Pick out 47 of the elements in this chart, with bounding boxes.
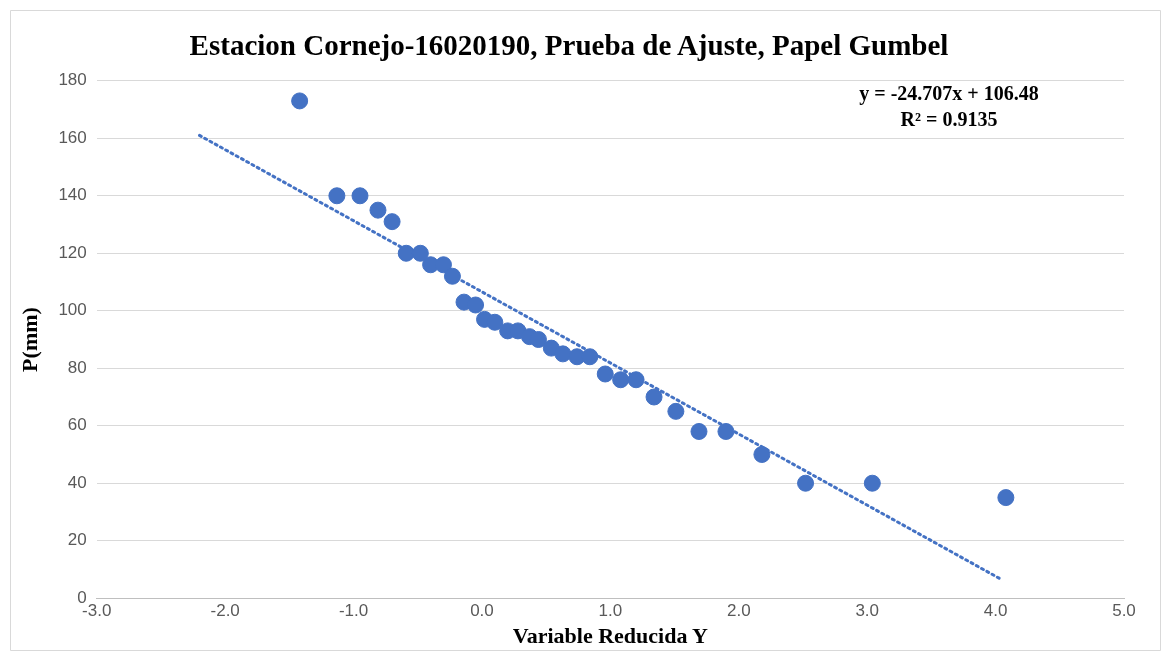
point bbox=[797, 474, 815, 492]
y-tick-label: 80 bbox=[67, 357, 87, 377]
x-tick-label: 2.0 bbox=[726, 601, 751, 621]
point bbox=[351, 187, 369, 205]
annotation: R² = 0.9135 bbox=[900, 107, 998, 130]
point bbox=[443, 267, 461, 285]
x-tick-label: 0.0 bbox=[470, 601, 494, 621]
point bbox=[529, 331, 547, 348]
y-tick-label: 20 bbox=[67, 530, 87, 550]
point bbox=[667, 402, 685, 420]
point bbox=[486, 313, 504, 331]
y-tick-label: 100 bbox=[58, 300, 87, 320]
y-tick-label: 40 bbox=[67, 472, 87, 492]
y-tick-label: 0 bbox=[77, 587, 87, 607]
point bbox=[369, 201, 387, 219]
y-tick-label: 140 bbox=[58, 185, 87, 205]
x-axis-title: Variable Reducida Y bbox=[512, 623, 709, 649]
point bbox=[627, 371, 645, 389]
x-tick-label: 1.0 bbox=[598, 601, 623, 621]
point bbox=[997, 489, 1015, 507]
y-axis-title: P(mm) bbox=[16, 307, 42, 372]
point bbox=[863, 474, 881, 492]
point bbox=[596, 365, 614, 383]
point bbox=[690, 422, 708, 440]
y-tick-label: 180 bbox=[58, 70, 87, 90]
point bbox=[397, 244, 415, 262]
point bbox=[328, 187, 346, 205]
point bbox=[554, 345, 572, 363]
point bbox=[717, 422, 735, 440]
point bbox=[612, 371, 630, 389]
y-tick-label: 120 bbox=[58, 242, 87, 262]
point bbox=[411, 244, 429, 262]
x-tick-label: -2.0 bbox=[210, 601, 240, 621]
x-tick-label: 4.0 bbox=[983, 601, 1008, 621]
y-tick-label: 160 bbox=[58, 127, 87, 147]
point bbox=[581, 348, 599, 366]
chart-title: Estacion Cornejo-16020190, Prueba de Ajuste, Papel Gumbel bbox=[189, 28, 949, 61]
point bbox=[383, 213, 401, 231]
point bbox=[645, 388, 663, 406]
x-tick-label: -1.0 bbox=[338, 601, 369, 621]
y-tick-label: 60 bbox=[67, 415, 87, 435]
x-tick-label: 3.0 bbox=[855, 601, 880, 621]
x-tick-label: 5.0 bbox=[1112, 601, 1136, 621]
point bbox=[753, 445, 771, 463]
point bbox=[467, 296, 485, 314]
point bbox=[291, 92, 309, 110]
annotation: y = -24.707x + 106.48 bbox=[859, 81, 1039, 105]
